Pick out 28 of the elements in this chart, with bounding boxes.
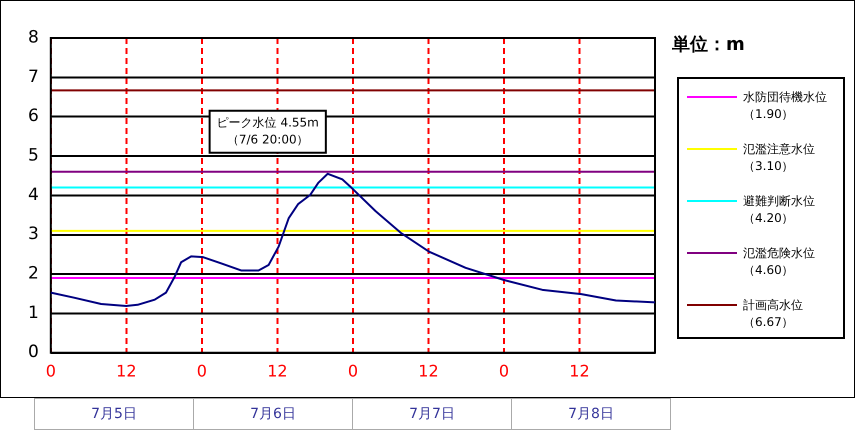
- x-tick-label: 0: [196, 362, 207, 381]
- legend-label: 水防団待機水位（1.90）: [743, 89, 827, 123]
- annotation: ピーク水位 4.55m（7/6 20:00）: [216, 115, 319, 146]
- legend-label: 氾濫注意水位（3.10）: [743, 141, 815, 175]
- legend-label: 避難判断水位（4.20）: [743, 193, 815, 227]
- legend-label: 氾濫危険水位（4.60）: [743, 245, 815, 279]
- y-tick-label: 4: [28, 184, 39, 205]
- y-tick-label: 7: [28, 66, 39, 87]
- legend-label: 計画高水位（6.67）: [743, 297, 804, 331]
- y-tick-label: 0: [28, 342, 39, 362]
- y-tick-label: 8: [28, 27, 39, 48]
- x-tick-label: 0: [348, 362, 358, 381]
- text: 7月8日: [511, 398, 671, 430]
- x-tick-label: 0: [498, 362, 510, 381]
- text: 7月5日: [34, 398, 194, 430]
- y-tick-label: 3: [28, 224, 39, 244]
- x-tick-label: 12: [418, 362, 439, 381]
- x-tick-label: 12: [267, 362, 288, 381]
- y-tick-label: 2: [28, 264, 39, 284]
- x-tick-label: 12: [116, 362, 137, 381]
- y-tick-label: 1: [28, 302, 39, 323]
- legend-title: 単位：m: [672, 33, 745, 56]
- x-tick-label: 0: [46, 362, 56, 381]
- text: 7月6日: [193, 398, 353, 430]
- x-tick-label: 12: [569, 362, 590, 381]
- y-tick-label: 6: [28, 106, 39, 126]
- y-tick-label: 5: [28, 145, 39, 166]
- text: 7月7日: [352, 398, 512, 430]
